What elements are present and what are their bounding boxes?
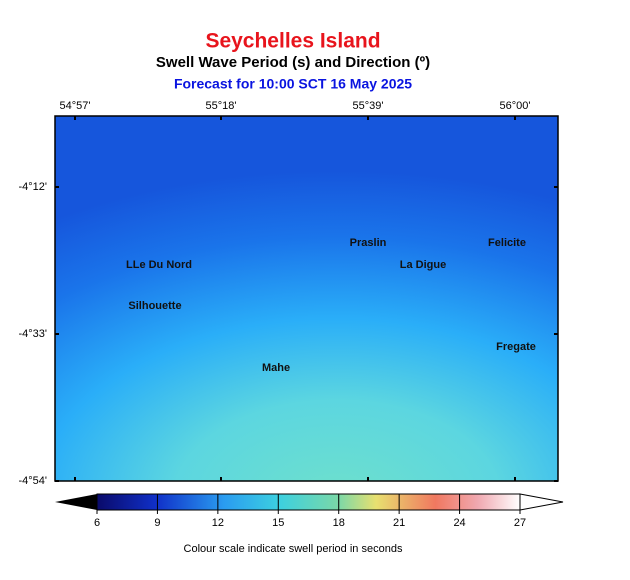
colorbar-tick-label: 21: [393, 517, 405, 529]
lon-label: 55°18': [206, 100, 237, 112]
lat-label: -4°54': [18, 475, 47, 487]
colorbar-tick-label: 18: [333, 517, 345, 529]
place-label: Felicite: [488, 237, 526, 249]
place-label: LLe Du Nord: [126, 259, 192, 271]
colorbar-tick-label: 27: [514, 517, 526, 529]
lon-label: 55°39': [353, 100, 384, 112]
lat-label: -4°12': [18, 181, 47, 193]
place-label: Fregate: [496, 341, 536, 353]
title: Seychelles Island: [205, 30, 380, 53]
colorbar-tick-label: 15: [272, 517, 284, 529]
place-label: Mahe: [262, 362, 290, 374]
lon-label: 54°57': [60, 100, 91, 112]
lon-label: 56°00': [500, 100, 531, 112]
place-label: Praslin: [350, 237, 387, 249]
colorbar-tick-label: 24: [453, 517, 465, 529]
colorbar-caption: Colour scale indicate swell period in se…: [184, 543, 403, 555]
colorbar-over: [519, 493, 564, 511]
place-label: La Digue: [400, 259, 446, 271]
colorbar: [96, 493, 521, 511]
forecast: Forecast for 10:00 SCT 16 May 2025: [174, 76, 412, 92]
subtitle: Swell Wave Period (s) and Direction (º): [156, 54, 430, 71]
colorbar-tick-label: 9: [154, 517, 160, 529]
place-label: Silhouette: [128, 300, 181, 312]
map-frame: [54, 115, 559, 482]
colorbar-tick-label: 6: [94, 517, 100, 529]
colorbar-under: [55, 494, 97, 510]
lat-label: -4°33': [18, 328, 47, 340]
colorbar-tick-label: 12: [212, 517, 224, 529]
